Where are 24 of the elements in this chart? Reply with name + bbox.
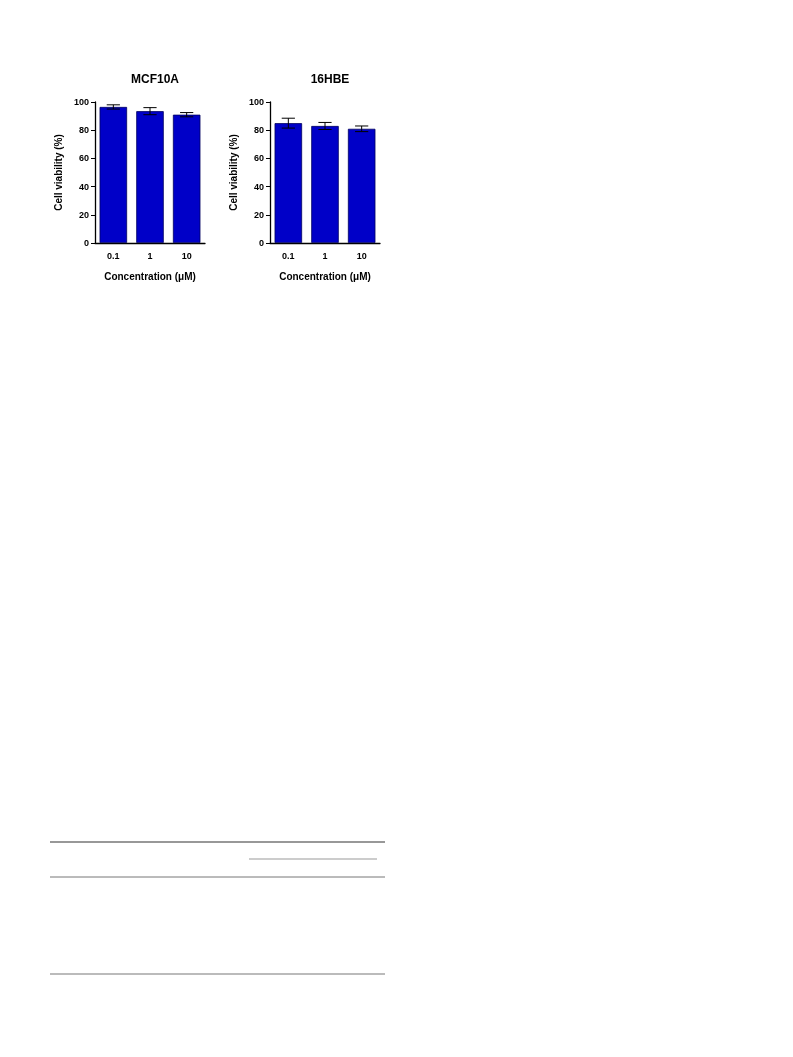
- x-axis-title: Concentration (μM): [104, 270, 196, 282]
- y-axis-title: Cell viability (%): [52, 134, 64, 211]
- y-tick-label: 40: [253, 181, 264, 192]
- y-tick-label: 60: [78, 153, 89, 164]
- chart-title: 16HBE: [310, 72, 350, 86]
- x-tick-label: 10: [356, 250, 367, 261]
- y-tick-label: 60: [253, 153, 264, 164]
- x-tick-label: 0.1: [107, 250, 120, 261]
- y-tick-label: 80: [78, 125, 89, 136]
- y-tick-label: 0: [83, 238, 89, 248]
- x-tick-label: 0.1: [282, 250, 295, 261]
- x-tick-label: 1: [147, 250, 153, 261]
- x-tick-label: 1: [322, 250, 328, 261]
- y-tick-label: 80: [253, 125, 264, 136]
- y-tick-label: 20: [253, 209, 264, 220]
- chart-title: MCF10A: [130, 72, 180, 86]
- y-tick-label: 0: [258, 238, 264, 248]
- y-tick-label: 100: [73, 97, 89, 107]
- x-axis-title: Concentration (μM): [279, 270, 371, 282]
- y-tick-label: 100: [248, 97, 264, 107]
- y-axis-title: Cell viability (%): [227, 134, 239, 211]
- x-tick-label: 10: [181, 250, 192, 261]
- y-tick-label: 20: [78, 209, 89, 220]
- y-tick-label: 40: [78, 181, 89, 192]
